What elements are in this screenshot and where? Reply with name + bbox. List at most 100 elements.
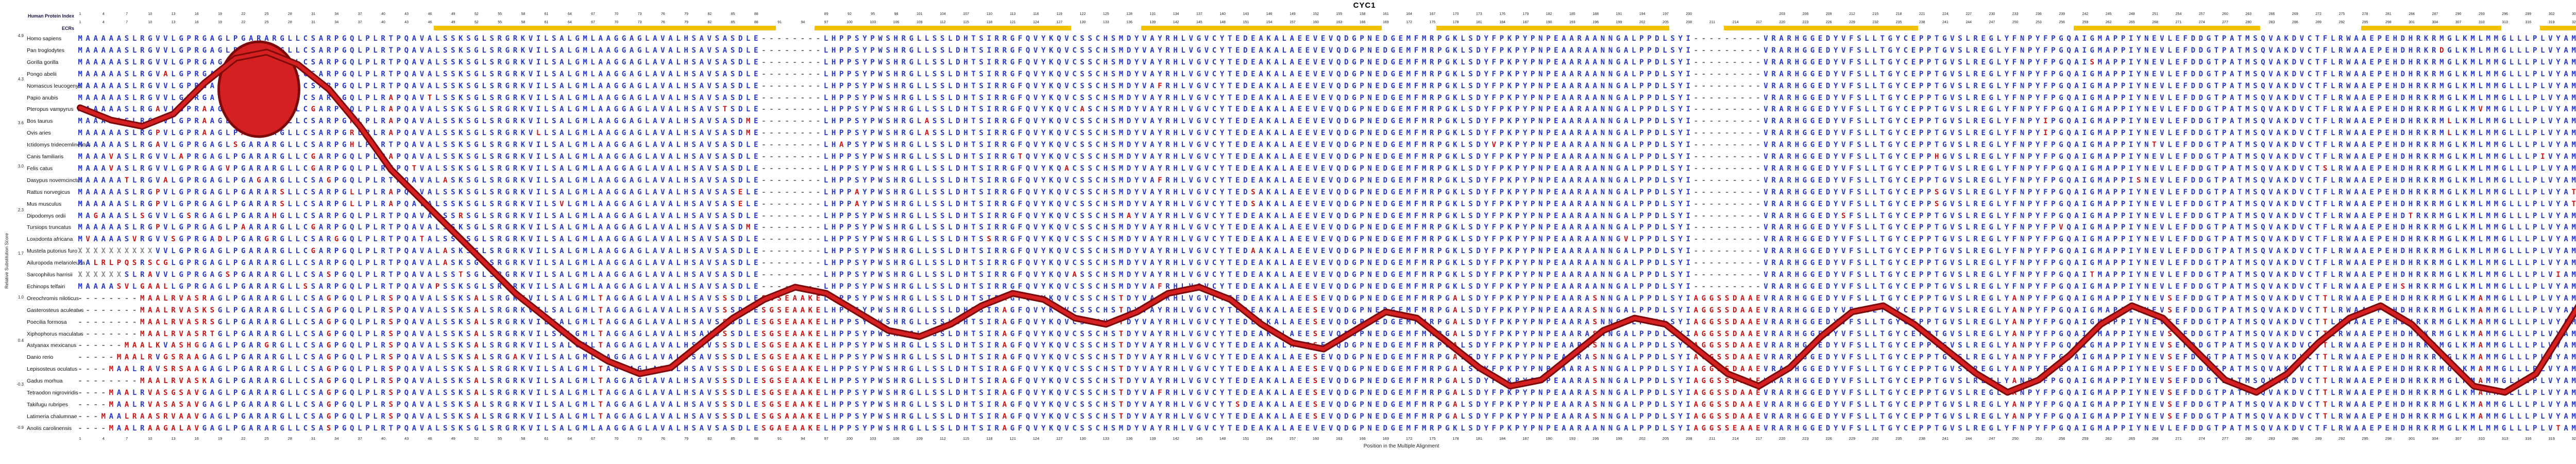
residue: V <box>1204 117 1209 126</box>
residue: R <box>1429 93 1434 102</box>
residue: Y <box>1833 35 1838 43</box>
species-label: Poecilia formosa <box>27 319 67 325</box>
residue: C <box>1072 129 1077 138</box>
residue: L <box>590 129 595 138</box>
residue: L <box>1181 81 1185 90</box>
residue: S <box>443 164 448 173</box>
residue: - <box>1701 81 1706 90</box>
residue: K <box>1049 141 1054 150</box>
residue: A <box>388 188 393 196</box>
residue: R <box>994 141 999 150</box>
residue: - <box>1756 105 1760 114</box>
residue: Y <box>1522 164 1528 173</box>
position-tick: 272 <box>2315 12 2321 16</box>
residue: G <box>1888 141 1892 150</box>
residue: D <box>738 105 743 114</box>
residue: A <box>2276 117 2281 126</box>
residue: R <box>1165 153 1170 161</box>
position-tick: 269 <box>2292 12 2298 16</box>
residue: - <box>1724 153 1730 161</box>
residue: L <box>590 188 595 196</box>
residue: K <box>520 164 526 173</box>
residue: A <box>163 176 168 185</box>
residue: R <box>2431 117 2436 126</box>
residue: P <box>2377 35 2382 43</box>
residue: P <box>2121 93 2126 102</box>
residue: Y <box>2004 58 2009 67</box>
residue: R <box>257 105 261 114</box>
residue: R <box>381 117 385 126</box>
residue: G <box>2059 105 2063 114</box>
residue: L <box>746 164 751 173</box>
residue: S <box>730 58 735 67</box>
residue: S <box>979 81 984 90</box>
residue: R <box>326 70 331 78</box>
residue: P <box>396 81 401 90</box>
residue: S <box>466 81 471 90</box>
residue: A <box>1569 81 1574 90</box>
residue: A <box>264 129 269 138</box>
residue: V <box>419 70 425 78</box>
residue: R <box>1165 46 1170 55</box>
residue: M <box>78 81 82 90</box>
residue: M <box>583 58 587 67</box>
score-tick: -0.9 <box>16 425 24 430</box>
residue: - <box>1740 58 1745 67</box>
residue: G <box>1989 58 1993 67</box>
residue: C <box>2307 164 2312 173</box>
residue: R <box>1771 153 1776 161</box>
residue: G <box>1802 35 1807 43</box>
residue: S <box>940 141 945 150</box>
residue: R <box>2431 81 2436 90</box>
residue: W <box>2346 81 2351 90</box>
residue: G <box>1616 58 1621 67</box>
residue: Y <box>862 35 867 43</box>
residue: Y <box>2556 141 2561 150</box>
residue: H <box>893 35 898 43</box>
residue: L <box>2167 58 2172 67</box>
residue: A <box>1150 105 1155 114</box>
residue: P <box>1926 70 1931 78</box>
residue: L <box>590 117 595 126</box>
residue: A <box>1562 105 1566 114</box>
residue: V <box>2160 129 2164 138</box>
residue: S <box>886 70 890 78</box>
residue: A <box>1562 46 1566 55</box>
residue: S <box>1080 81 1084 90</box>
position-tick: 61 <box>544 12 549 16</box>
residue: L <box>2509 35 2514 43</box>
residue: G <box>637 46 642 55</box>
residue: M <box>2245 176 2250 185</box>
residue: G <box>909 129 914 138</box>
residue: A <box>1779 35 1784 43</box>
residue: S <box>855 129 859 138</box>
residue: M <box>1118 141 1124 150</box>
residue: S <box>886 188 890 196</box>
position-tick: 260 <box>2222 12 2228 16</box>
residue: L <box>1461 176 1465 185</box>
residue: L <box>2509 93 2514 102</box>
position-tick: 224 <box>1942 12 1948 16</box>
residue: - <box>816 141 821 150</box>
residue: R <box>381 105 385 114</box>
species-label: Ovis aries <box>27 130 51 137</box>
residue: E <box>1235 141 1240 150</box>
residue: S <box>451 129 455 138</box>
residue: P <box>334 81 339 90</box>
residue: H <box>684 188 688 196</box>
residue: A <box>2074 129 2079 138</box>
residue: N <box>1367 188 1372 196</box>
residue: K <box>1266 93 1271 102</box>
residue: C <box>1095 164 1100 173</box>
residue: R <box>381 153 385 161</box>
residue: L <box>225 35 230 43</box>
residue: V <box>660 141 665 150</box>
residue: N <box>2020 141 2025 150</box>
residue: N <box>1367 46 1372 55</box>
residue: F <box>1414 35 1419 43</box>
residue: G <box>1616 153 1621 161</box>
residue: P <box>334 153 339 161</box>
residue: R <box>1165 35 1170 43</box>
residue: Y <box>1484 176 1488 185</box>
residue: A <box>427 105 432 114</box>
